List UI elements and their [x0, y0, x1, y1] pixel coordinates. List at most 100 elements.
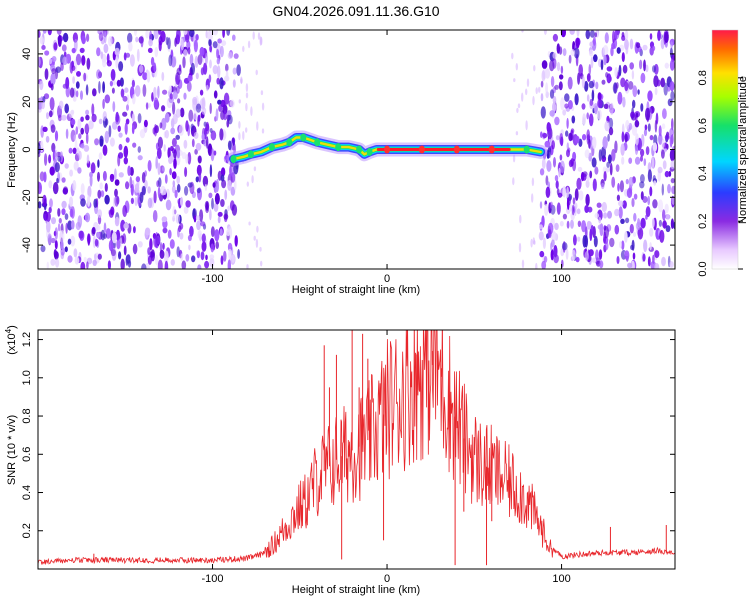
- noise-blob: [42, 194, 47, 207]
- noise-blob: [40, 125, 44, 138]
- noise-blob: [227, 114, 233, 125]
- faint-noise: [257, 32, 261, 40]
- signal-blob: [418, 145, 425, 154]
- noise-blob: [543, 256, 548, 263]
- noise-blob: [219, 228, 223, 236]
- noise-blob: [620, 143, 625, 156]
- noise-blob: [220, 255, 224, 266]
- noise-blob: [649, 135, 654, 141]
- y-tick-label: 0.4: [21, 485, 33, 500]
- faint-noise: [245, 127, 248, 133]
- noise-blob: [71, 65, 76, 71]
- noise-blob: [164, 129, 169, 139]
- faint-noise: [535, 262, 538, 269]
- noise-blob: [42, 30, 47, 34]
- noise-blob: [45, 135, 50, 143]
- noise-blob: [69, 208, 74, 218]
- noise-blob: [94, 138, 100, 146]
- noise-blob: [586, 221, 592, 230]
- snr-series-path: [38, 330, 675, 566]
- noise-blob: [156, 147, 162, 160]
- snr-exponent-label: (x104): [4, 325, 18, 355]
- noise-blob: [626, 187, 633, 199]
- noise-blob: [606, 161, 610, 168]
- noise-blob: [108, 36, 113, 47]
- noise-blob: [65, 77, 70, 89]
- noise-blob: [631, 239, 635, 251]
- noise-blob: [232, 34, 236, 41]
- noise-blob: [161, 71, 165, 81]
- noise-blob: [81, 55, 86, 66]
- noise-blob: [69, 87, 75, 98]
- noise-blob: [665, 214, 670, 220]
- noise-blob: [113, 80, 116, 86]
- faint-noise: [245, 92, 249, 99]
- noise-blob: [64, 163, 69, 169]
- noise-blob: [62, 56, 68, 66]
- colorbar-tick-label: 0.2: [697, 214, 709, 229]
- noise-blob: [190, 123, 194, 131]
- noise-blob: [588, 139, 591, 149]
- noise-blob: [212, 41, 218, 49]
- noise-blob: [71, 220, 75, 230]
- noise-blob: [115, 114, 121, 125]
- noise-blob: [195, 72, 199, 80]
- y-tick-label: 0: [21, 146, 33, 152]
- noise-blob: [161, 117, 167, 131]
- noise-blob: [170, 259, 175, 266]
- noise-blob: [141, 172, 146, 184]
- noise-blob: [153, 30, 159, 40]
- noise-blob: [53, 42, 58, 51]
- noise-blob: [229, 165, 232, 178]
- noise-blob: [588, 80, 595, 89]
- noise-blob: [649, 33, 653, 40]
- noise-blob: [131, 79, 135, 88]
- noise-blob: [94, 253, 97, 260]
- faint-noise: [246, 264, 249, 269]
- noise-blob: [97, 189, 102, 199]
- noise-blob: [562, 109, 567, 116]
- noise-blob: [85, 132, 89, 145]
- noise-blob: [581, 220, 587, 233]
- noise-blob: [183, 206, 189, 214]
- noise-blob: [97, 209, 102, 219]
- noise-blob: [38, 56, 41, 67]
- noise-blob: [618, 200, 624, 207]
- noise-blob: [83, 256, 87, 263]
- noise-blob: [143, 119, 148, 128]
- noise-blob: [64, 246, 68, 253]
- noise-blob: [176, 85, 180, 94]
- noise-blob: [206, 136, 209, 149]
- noise-blob: [208, 74, 212, 83]
- noise-blob: [210, 226, 215, 238]
- noise-blob: [118, 61, 124, 72]
- noise-blob: [562, 48, 567, 57]
- noise-blob: [643, 59, 646, 72]
- x-tick-label: -100: [202, 273, 224, 285]
- noise-blob: [572, 151, 577, 162]
- noise-blob: [110, 69, 116, 81]
- signal-blob: [335, 143, 342, 152]
- noise-blob: [60, 62, 64, 71]
- noise-blob: [559, 220, 564, 227]
- noise-blob: [643, 128, 648, 137]
- noise-blob: [634, 144, 639, 155]
- noise-blob: [110, 249, 116, 257]
- noise-blob: [209, 45, 213, 53]
- noise-blob: [212, 182, 216, 188]
- noise-blob: [194, 148, 198, 155]
- x-tick-label: 100: [552, 273, 570, 285]
- noise-blob: [631, 70, 635, 80]
- noise-blob: [153, 97, 159, 108]
- noise-blob: [123, 157, 128, 165]
- noise-blob: [127, 32, 133, 44]
- noise-blob: [209, 257, 215, 268]
- noise-blob: [109, 80, 113, 87]
- noise-blob: [670, 90, 675, 101]
- noise-blob: [201, 233, 206, 243]
- noise-blob: [670, 160, 675, 170]
- noise-blob: [116, 239, 121, 250]
- noise-blob: [231, 253, 235, 263]
- noise-blob: [111, 87, 115, 94]
- noise-blob: [205, 30, 208, 39]
